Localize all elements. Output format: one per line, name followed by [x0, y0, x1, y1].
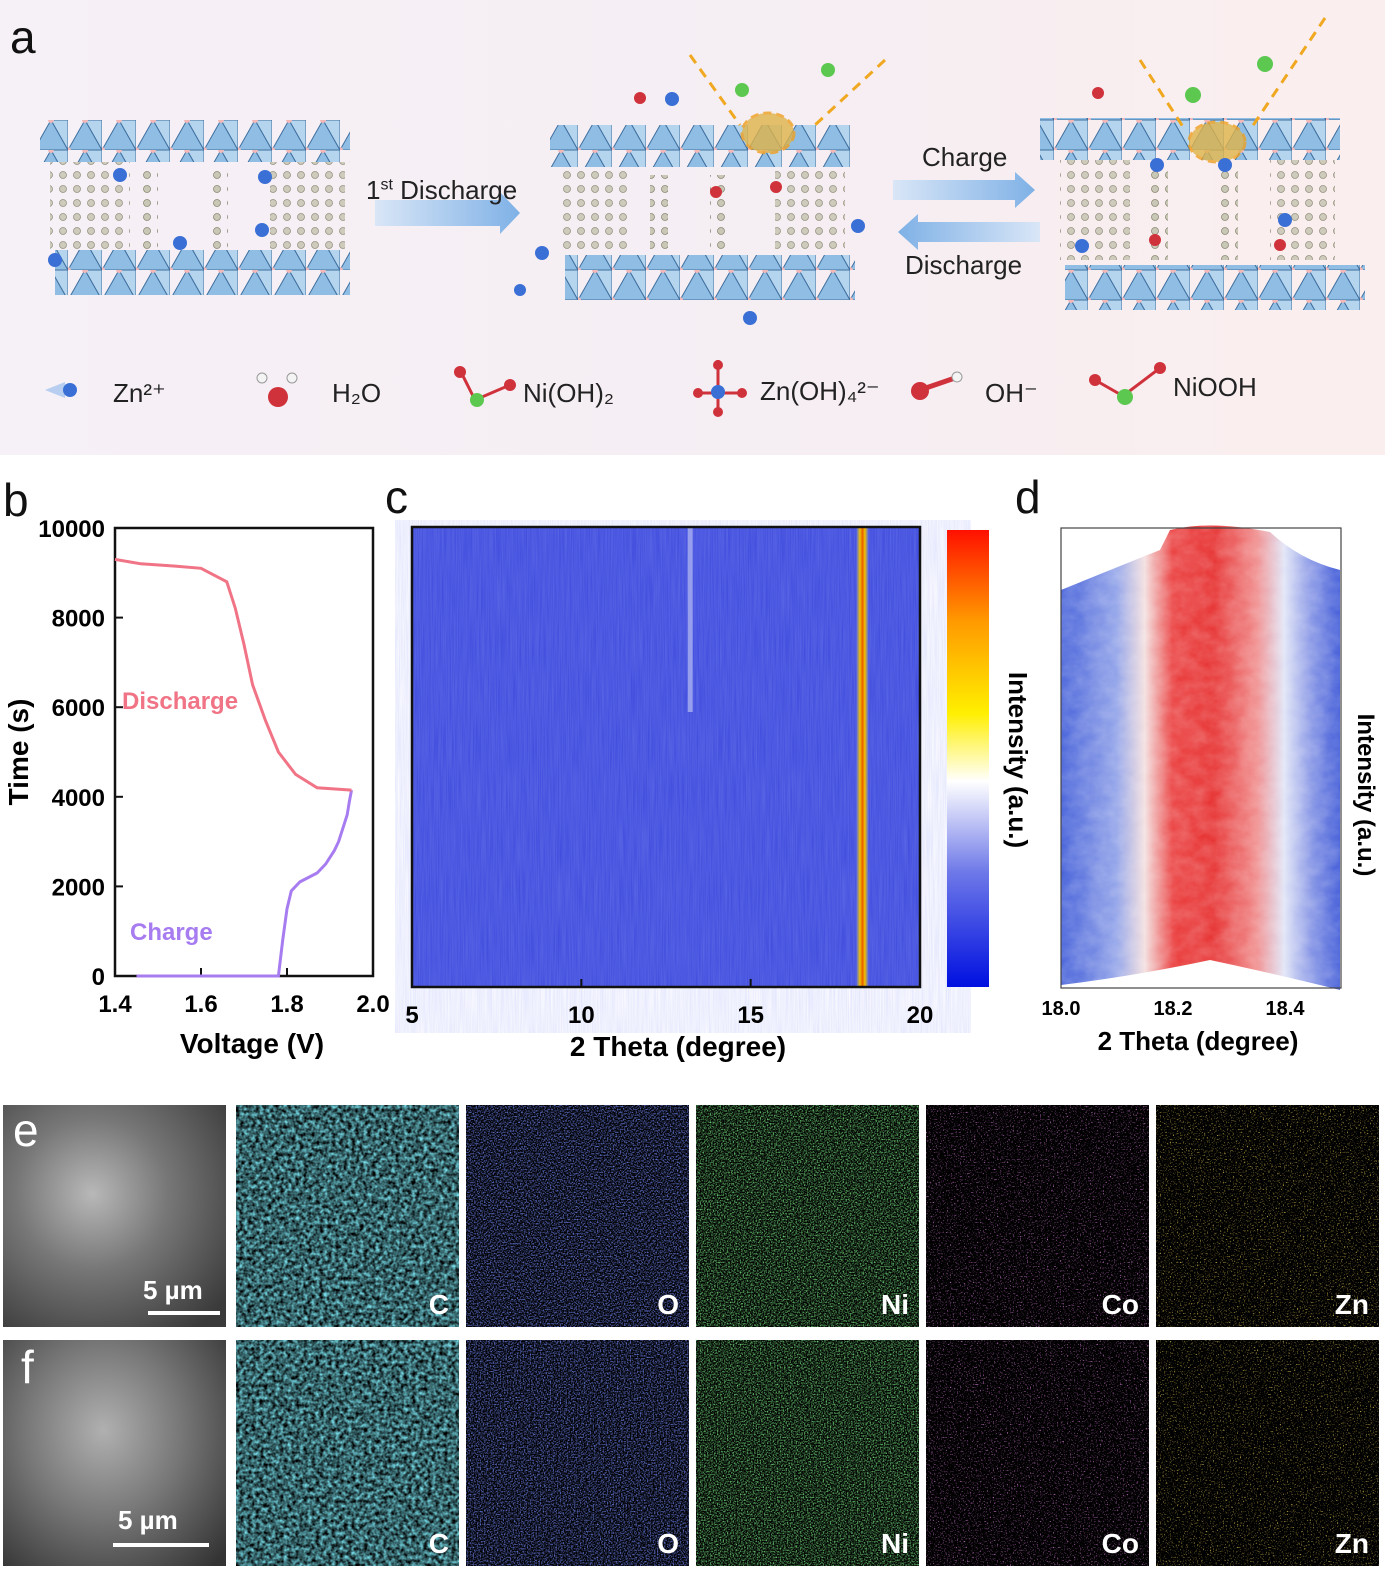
x-tick-label: 5	[405, 1002, 418, 1029]
eds-map-label: Ni	[881, 1289, 909, 1320]
legend-zn: Zn²⁺	[113, 378, 166, 408]
eds-map-label: Co	[1101, 1528, 1139, 1559]
mof-structure-discharged	[514, 54, 887, 325]
y-tick-label: 6000	[52, 695, 105, 722]
x-tick-label: 10	[568, 1002, 595, 1029]
discharge-label: Discharge	[905, 250, 1023, 280]
panel-b-chart: 0 2000 4000 6000 8000 10000 1.4 1.6 1.8 2.0 Time…	[3, 516, 390, 1059]
scale-bar	[113, 1543, 209, 1547]
zn-ion-icon	[63, 383, 77, 397]
panel-letter-f: f	[21, 1341, 34, 1393]
eds-map-zn: Zn	[1156, 1340, 1379, 1566]
legend-nioh2: Ni(OH)₂	[523, 378, 614, 408]
y-tick-label: 10000	[38, 516, 105, 543]
eds-map-zn: Zn	[1156, 1105, 1379, 1327]
eds-map-label: Zn	[1334, 1289, 1369, 1320]
y-tick-label: 4000	[52, 785, 105, 812]
legend-icons	[45, 360, 1166, 417]
discharge-arrow	[898, 214, 1040, 250]
panel-letter-d: d	[1015, 471, 1041, 523]
first-discharge-label: 1st Discharge	[366, 175, 518, 205]
x-tick-label: 20	[907, 1002, 934, 1029]
colorbar	[947, 530, 989, 987]
eds-map-label: O	[657, 1528, 679, 1559]
hydroxide-icon	[911, 371, 963, 400]
eds-map-co: Co	[926, 1105, 1149, 1327]
legend-oh: OH⁻	[985, 378, 1038, 408]
eds-map-o: O	[466, 1105, 689, 1327]
plot-frame	[113, 526, 375, 978]
nickel-oxyhydroxide-icon	[1089, 362, 1166, 405]
heatmap-peak-weak	[687, 527, 693, 712]
sem-image: f 5 µm	[3, 1340, 226, 1566]
legend-znoh4: Zn(OH)₄²⁻	[760, 376, 880, 406]
y-tick-label: 8000	[52, 606, 105, 633]
x-tick-label: 1.8	[270, 991, 303, 1018]
nickel-hydroxide-icon	[454, 366, 516, 407]
eds-map-c: C	[236, 1105, 459, 1327]
eds-map-label: Co	[1101, 1289, 1139, 1320]
panel-letter-e: e	[13, 1105, 39, 1156]
x-axis-label: Voltage (V)	[180, 1028, 324, 1059]
legend-niooh: NiOOH	[1173, 372, 1257, 402]
panel-letter-c: c	[385, 471, 408, 523]
charge-arrow	[893, 172, 1035, 208]
z-axis-label: Intensity (a.u.)	[1352, 714, 1379, 877]
panel-d-chart: 18.0 18.2 18.4 2 Theta (degree) Intensity …	[1042, 525, 1379, 1056]
series-label-charge: Charge	[130, 919, 213, 946]
eds-map-c: C	[236, 1340, 459, 1566]
mof-structure-charged	[1040, 17, 1365, 310]
series-label-discharge: Discharge	[122, 688, 238, 715]
water-icon	[268, 387, 288, 407]
heatmap-peak-strong	[856, 527, 869, 987]
x-tick-label: 1.6	[184, 991, 217, 1018]
colorbar-label: Intensity (a.u.)	[1003, 672, 1033, 848]
x-tick-label: 2.0	[356, 991, 389, 1018]
eds-map-label: C	[428, 1289, 449, 1320]
charge-label: Charge	[922, 142, 1008, 172]
series-line-discharge	[114, 557, 352, 792]
y-tick-label: 2000	[52, 874, 105, 901]
x-tick-label: 18.0	[1042, 998, 1081, 1020]
x-tick-label: 18.4	[1266, 998, 1306, 1020]
eds-map-label: Zn	[1334, 1528, 1369, 1559]
series-line-charge	[136, 789, 353, 978]
x-axis-label: 2 Theta (degree)	[570, 1031, 786, 1062]
eds-map-label: C	[428, 1528, 449, 1559]
eds-map-o: O	[466, 1340, 689, 1566]
schematic-svg	[40, 17, 1365, 417]
scale-bar	[148, 1311, 220, 1315]
zincate-icon	[693, 360, 747, 417]
eds-map-ni: Ni	[696, 1105, 919, 1327]
sem-image: e 5 µm	[3, 1105, 226, 1327]
eds-map-label: O	[657, 1289, 679, 1320]
panel-c-chart: 5 10 15 20 2 Theta (degree) Intensity (a.u.…	[405, 525, 1033, 1062]
x-tick-label: 1.4	[98, 991, 132, 1018]
y-tick-label: 0	[92, 964, 105, 991]
eds-map-co: Co	[926, 1340, 1149, 1566]
legend-h2o: H₂O	[332, 378, 382, 408]
x-tick-label: 15	[737, 1002, 764, 1029]
eds-row-e: e 5 µm C O Ni Co Zn	[0, 1105, 1385, 1330]
panel-letter-a: a	[10, 11, 36, 63]
first-discharge-arrow	[375, 192, 520, 234]
eds-row-f: f 5 µm C O Ni Co Zn	[0, 1340, 1385, 1569]
y-axis-label: Time (s)	[3, 699, 34, 806]
eds-map-label: Ni	[881, 1528, 909, 1559]
scale-label: 5 µm	[143, 1275, 203, 1305]
x-axis-label: 2 Theta (degree)	[1098, 1026, 1299, 1056]
scale-label: 5 µm	[118, 1505, 178, 1535]
panel-letter-b: b	[3, 474, 29, 526]
eds-map-ni: Ni	[696, 1340, 919, 1566]
mof-structure-initial	[40, 120, 350, 295]
schematic-panel: 1st Discharge Charge Discharge Zn²⁺ H₂O …	[0, 0, 1385, 455]
x-tick-label: 18.2	[1154, 998, 1193, 1020]
